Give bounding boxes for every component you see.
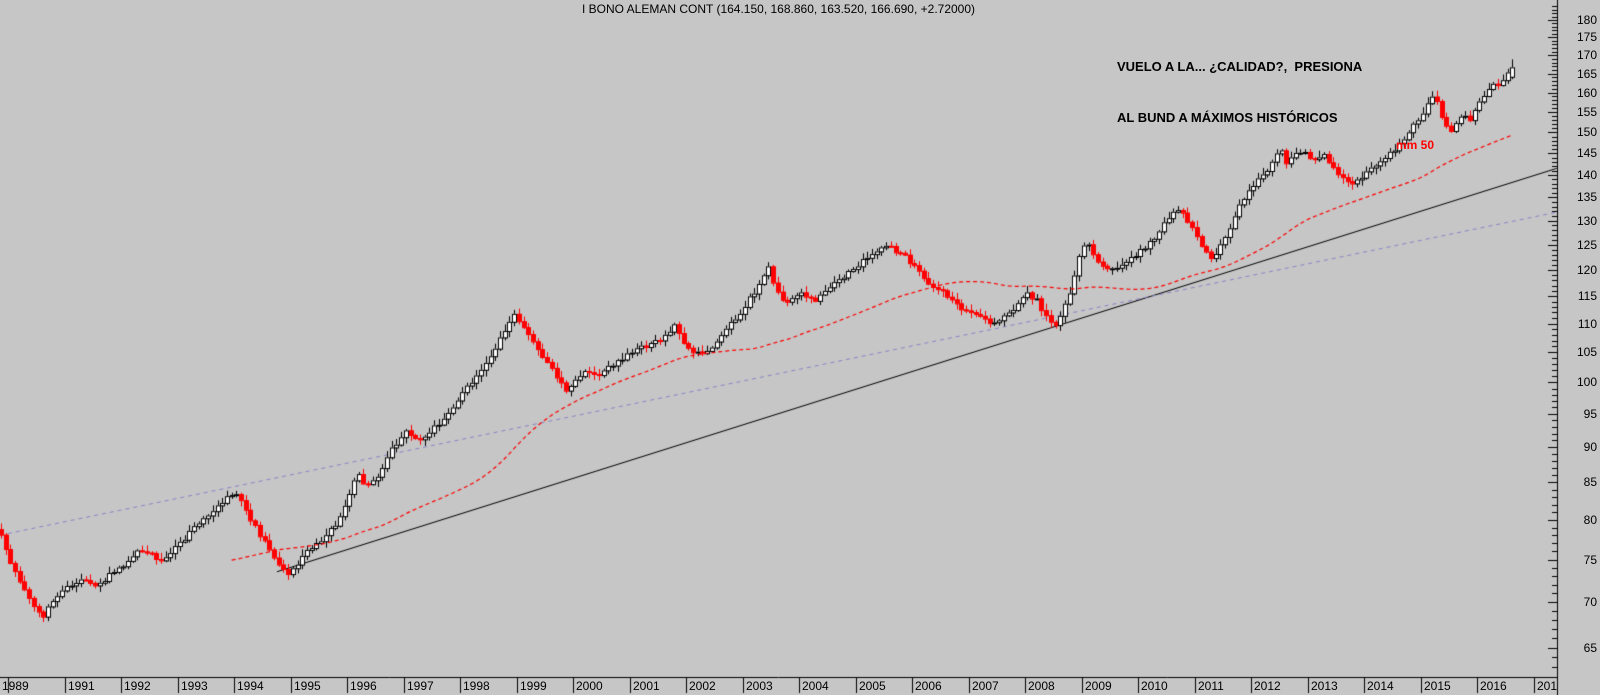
price-axis-label: 155: [1576, 105, 1597, 120]
year-axis-label: 2000: [576, 679, 603, 693]
year-axis-label: 1989: [2, 679, 29, 693]
year-axis-label: 2003: [746, 679, 773, 693]
price-axis-label: 125: [1576, 237, 1597, 252]
price-axis-label: 135: [1576, 190, 1597, 205]
price-axis-label: 175: [1576, 30, 1597, 45]
year-axis-label: 2010: [1141, 679, 1168, 693]
price-axis-label: 115: [1577, 289, 1597, 304]
year-axis-label: 2006: [915, 679, 942, 693]
year-axis-label: 201: [1537, 679, 1558, 693]
year-axis-label: 1997: [407, 679, 434, 693]
year-axis-label: 1991: [68, 679, 95, 693]
year-axis-label: 2015: [1424, 679, 1451, 693]
price-axis-label: 145: [1576, 146, 1597, 161]
year-axis-label: 2001: [633, 679, 660, 693]
price-axis-label: 120: [1576, 262, 1597, 277]
price-axis-label: 165: [1576, 66, 1597, 81]
price-axis-label: 90: [1583, 440, 1597, 455]
moving-average-label: mm 50: [1396, 138, 1435, 152]
year-axis-label: 2016: [1480, 679, 1507, 693]
year-axis-label: 1992: [124, 679, 151, 693]
year-axis-label: 2005: [859, 679, 886, 693]
year-axis-label: 1999: [520, 679, 547, 693]
year-axis-label: 2009: [1085, 679, 1112, 693]
price-axis-label: 95: [1583, 406, 1597, 421]
price-axis-label: 85: [1583, 475, 1597, 490]
year-axis-label: 2008: [1028, 679, 1055, 693]
annotation-line-1: VUELO A LA... ¿CALIDAD?, PRESIONA: [1117, 59, 1363, 74]
chart-title: I BONO ALEMAN CONT (164.150, 168.860, 16…: [581, 2, 976, 16]
year-axis-label: 1993: [181, 679, 208, 693]
price-axis-label: 70: [1583, 595, 1597, 610]
price-axis-label: 170: [1576, 48, 1597, 63]
price-axis-label: 150: [1576, 125, 1597, 140]
year-axis-label: 2012: [1254, 679, 1281, 693]
year-axis-label: 1994: [237, 679, 264, 693]
year-axis-label: 1996: [350, 679, 377, 693]
price-axis-label: 105: [1576, 345, 1597, 360]
price-axis-label: 110: [1577, 316, 1597, 331]
price-axis-label: 75: [1583, 552, 1597, 567]
year-axis-label: 2007: [972, 679, 999, 693]
year-axis-label: 2011: [1198, 679, 1224, 693]
price-axis-label: 160: [1576, 85, 1597, 100]
price-axis-label: 65: [1583, 640, 1597, 655]
year-axis-label: 2004: [802, 679, 829, 693]
year-axis-label: 1998: [463, 679, 490, 693]
price-axis-label: 130: [1576, 213, 1597, 228]
price-axis-label: 80: [1583, 512, 1597, 527]
year-axis-label: 1995: [294, 679, 321, 693]
price-axis-label: 140: [1576, 167, 1597, 182]
analyst-annotation: VUELO A LA... ¿CALIDAD?, PRESIONA AL BUN…: [1117, 24, 1362, 160]
price-axis-label: 180: [1576, 13, 1597, 27]
year-axis-label: 2013: [1311, 679, 1338, 693]
year-axis-label: 2014: [1367, 679, 1394, 693]
price-axis-label: 100: [1576, 375, 1597, 390]
year-axis-label: 2002: [689, 679, 716, 693]
annotation-line-2: AL BUND A MÁXIMOS HISTÓRICOS: [1117, 110, 1338, 125]
